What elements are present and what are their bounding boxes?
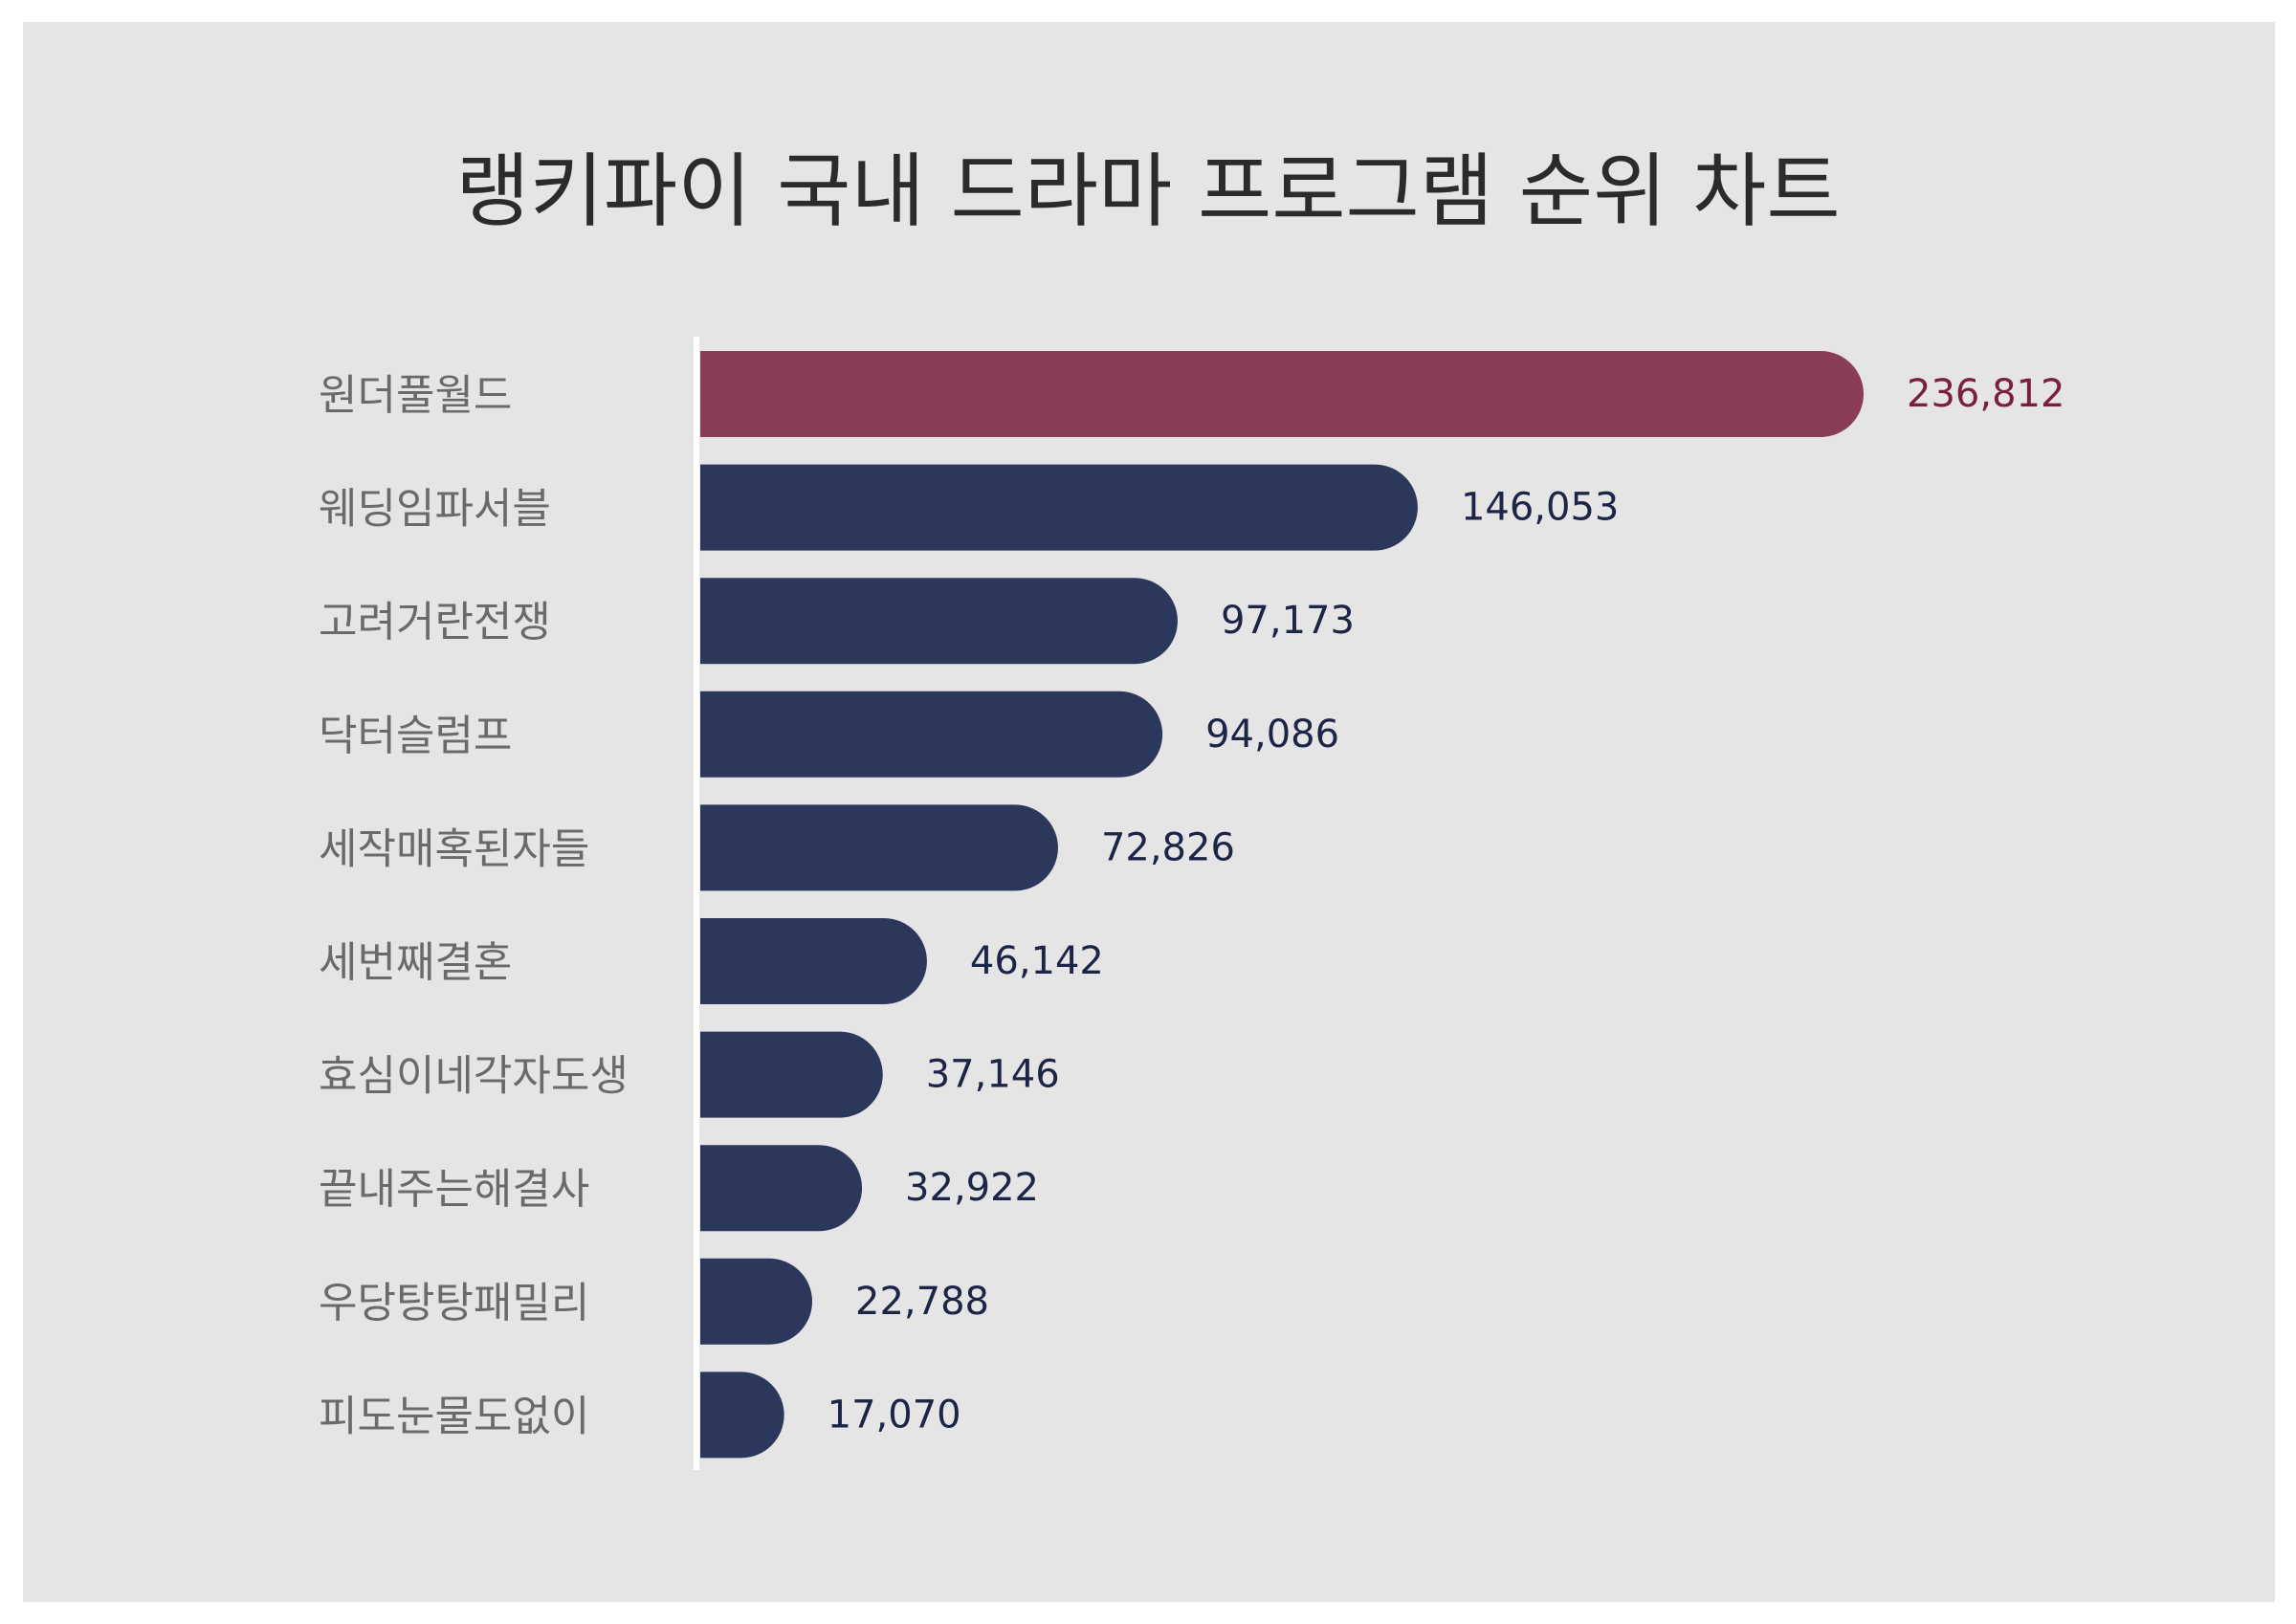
- category-label: 닥터슬럼프: [319, 712, 512, 760]
- category-label: 피도눈물도없이: [319, 1392, 589, 1440]
- bars-layer: [700, 351, 1864, 1459]
- bar-4: [700, 691, 1163, 778]
- bar-10: [700, 1372, 784, 1459]
- category-label: 고려거란전쟁: [319, 598, 551, 647]
- bar-2: [700, 464, 1418, 551]
- value-label: 72,826: [1101, 825, 1235, 869]
- value-label: 32,922: [905, 1166, 1039, 1210]
- bar-5: [700, 804, 1058, 891]
- bar-7: [700, 1031, 883, 1118]
- bar-9: [700, 1258, 813, 1345]
- value-label: 146,053: [1461, 486, 1619, 530]
- value-label: 94,086: [1205, 713, 1339, 757]
- category-label: 세작매혹된자들: [319, 824, 589, 873]
- value-label: 236,812: [1907, 372, 2064, 416]
- chart-title: 랭키파이 국내 드라마 프로그램 순위 차트: [455, 144, 1841, 238]
- bar-8: [700, 1145, 863, 1232]
- value-label: 46,142: [970, 939, 1104, 983]
- value-label: 17,070: [828, 1393, 961, 1437]
- category-label: 원더풀월드: [319, 371, 512, 420]
- chart-background: [23, 22, 2275, 1602]
- value-label: 97,173: [1221, 599, 1355, 643]
- category-label: 끝내주는해결사: [319, 1165, 589, 1214]
- category-label: 웨딩임파서블: [319, 485, 551, 534]
- value-label: 37,146: [926, 1053, 1060, 1097]
- labels-layer: 원더풀월드 236,812 웨딩임파서블 146,053 고려거란전쟁 97,173 닥터슬…: [319, 371, 2064, 1440]
- category-label: 세번째결혼: [319, 938, 512, 987]
- value-label: 22,788: [855, 1280, 989, 1324]
- bar-1: [700, 351, 1864, 437]
- category-label: 우당탕탕패밀리: [319, 1279, 589, 1328]
- bar-3: [700, 578, 1178, 665]
- bar-6: [700, 918, 927, 1004]
- category-label: 효심이네각자도생: [319, 1052, 629, 1101]
